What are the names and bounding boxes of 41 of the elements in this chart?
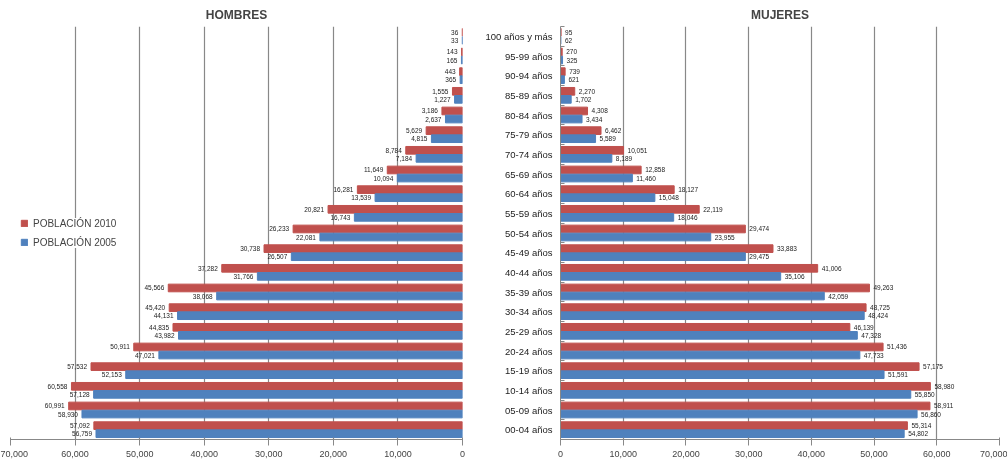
y-tick-label: 70-74 años <box>504 148 553 160</box>
y-tick-label: 10-14 años <box>504 384 553 396</box>
x-tick-label: 20,000 <box>672 448 700 459</box>
y-tick-label: 60-64 años <box>504 188 553 200</box>
x-tick-label: 30,000 <box>255 448 283 459</box>
y-tick-label: 95-99 años <box>504 50 553 62</box>
y-tick-label: 25-29 años <box>504 325 553 337</box>
y-tick-label: 50-54 años <box>504 227 553 239</box>
x-tick-label: 70,000 <box>979 448 1007 459</box>
chart-title: HOMBRES <box>205 7 268 22</box>
x-tick-label: 50,000 <box>860 448 888 459</box>
y-tick-label: 35-39 años <box>504 286 553 298</box>
x-tick-label: 30,000 <box>734 448 763 459</box>
y-tick-label: 40-44 años <box>504 266 553 278</box>
y-tick-label: 80-84 años <box>504 109 553 121</box>
y-tick-label: 00-04 años <box>504 424 553 436</box>
y-tick-label: 05-09 años <box>504 404 553 416</box>
y-tick-label: 20-24 años <box>504 345 553 357</box>
x-tick-label: 40,000 <box>190 448 218 459</box>
x-tick-label: 0 <box>558 448 564 459</box>
x-tick-label: 40,000 <box>797 448 826 459</box>
y-tick-label: 65-69 años <box>504 168 553 180</box>
x-tick-label: 50,000 <box>125 448 154 459</box>
x-tick-label: 60,000 <box>61 448 89 459</box>
y-tick-label: 85-89 años <box>504 89 553 101</box>
x-tick-label: 10,000 <box>384 448 412 459</box>
x-tick-label: 0 <box>460 448 466 459</box>
y-tick-label: 45-49 años <box>504 247 553 259</box>
y-tick-label: 55-59 años <box>504 207 553 219</box>
y-tick-label: 30-34 años <box>504 306 553 318</box>
x-tick-label: 20,000 <box>319 448 348 459</box>
y-tick-label: 15-19 años <box>504 365 553 377</box>
x-tick-label: 70,000 <box>0 448 29 459</box>
legend-label: POBLACIÓN 2005 <box>33 236 117 248</box>
x-tick-label: 10,000 <box>609 448 637 459</box>
y-tick-label: 90-94 años <box>504 70 553 82</box>
y-tick-label: 100 años y más <box>485 30 553 42</box>
chart-title: MUJERES <box>750 7 810 22</box>
x-tick-label: 60,000 <box>923 448 951 459</box>
y-tick-label: 75-79 años <box>504 129 553 141</box>
legend-label: POBLACIÓN 2010 <box>33 217 117 229</box>
